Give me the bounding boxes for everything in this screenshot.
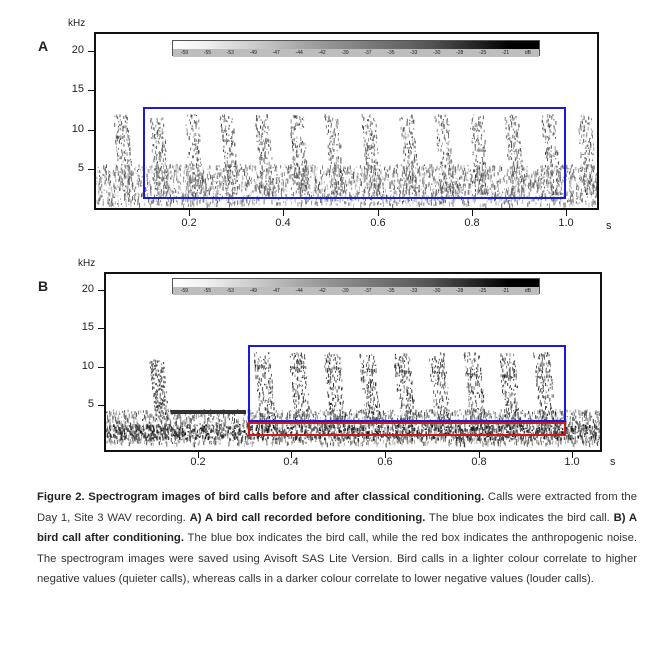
figure-caption: Figure 2. Spectrogram images of bird cal…: [37, 487, 637, 590]
x-tick: 0.4: [283, 456, 299, 468]
colorbar-label: -33: [410, 50, 418, 56]
caption-text: Calls were extracted from the Day 1, Sit…: [37, 491, 637, 524]
colorbar-label: -47: [272, 50, 280, 56]
colorbar-label: -44: [295, 288, 303, 294]
panel-label: A: [38, 38, 49, 54]
colorbar-label: -25: [479, 50, 487, 56]
colorbar-label: -55: [203, 288, 212, 294]
colorbar-label: dB: [524, 288, 532, 294]
y-tick: 15: [71, 83, 84, 95]
colorbar-label: -35: [387, 50, 395, 56]
colorbar-label: -59: [180, 288, 189, 294]
colorbar-label: dB: [524, 50, 532, 56]
colorbar-label: -21: [501, 50, 510, 56]
y-tick: 5: [77, 162, 84, 174]
spectrogram-image: [106, 345, 600, 448]
caption-part-a: A) A bird call recorded before condition…: [189, 511, 426, 524]
colorbar-label: -44: [295, 50, 303, 56]
colorbar-label: -53: [226, 50, 234, 56]
colorbar-label: -33: [410, 288, 418, 294]
colorbar-label: -21: [501, 288, 510, 294]
colorbar-label: -49: [249, 50, 257, 56]
x-unit: s: [606, 220, 612, 232]
colorbar-label: -37: [364, 50, 372, 56]
caption-text: The blue box indicates the bird call, wh…: [37, 532, 637, 585]
panel-b: B kHz 20 15 10 5 -59 -55 -53 -49 -47 -44 -42 -3…: [0, 250, 668, 480]
caption-part-b: B) A bird call after conditioning.: [37, 511, 637, 545]
colorbar-label: -59: [180, 50, 189, 56]
x-tick: 0.2: [190, 456, 206, 468]
x-tick: 1.0: [558, 217, 574, 229]
colorbar-label: -30: [433, 288, 441, 294]
colorbar-label: -28: [456, 288, 464, 294]
y-tick: 20: [81, 283, 94, 295]
colorbar-label: -37: [364, 288, 372, 294]
panel-label: B: [38, 278, 49, 294]
bird-call-box: [143, 107, 566, 199]
x-tick: 0.8: [471, 456, 487, 468]
spectrogram-image: [96, 107, 597, 208]
colorbar-label: -35: [387, 288, 395, 294]
colorbar-label: -28: [456, 50, 464, 56]
colorbar-label: -49: [249, 288, 257, 294]
y-tick: 10: [81, 360, 94, 372]
y-tick: 5: [87, 398, 94, 410]
y-unit: kHz: [78, 258, 96, 269]
colorbar: -59 -55 -53 -49 -47 -44 -42 -39 -37 -35 -33 -30 -28 -…: [172, 278, 540, 295]
spectrogram-frame: -59 -55 -53 -49 -47 -44 -42 -39 -37 -35 -33 -30 -28 -…: [104, 272, 602, 452]
colorbar-label: -39: [341, 288, 349, 294]
spectrogram-frame: -59 -55 -53 -49 -47 -44 -42 -39 -37 -35 -33 -30 -28 -…: [94, 32, 599, 210]
colorbar-label: -30: [433, 50, 441, 56]
colorbar: -59 -55 -53 -49 -47 -44 -42 -39 -37 -35 -33 -30 -28 -…: [172, 40, 540, 57]
colorbar-label: -42: [318, 288, 326, 294]
x-tick: 0.6: [377, 456, 393, 468]
y-tick: 15: [81, 321, 94, 333]
x-tick: 0.2: [181, 217, 197, 229]
colorbar-label: -53: [226, 288, 234, 294]
colorbar-label: -55: [203, 50, 212, 56]
colorbar-label: -39: [341, 50, 349, 56]
x-tick: 1.0: [564, 456, 580, 468]
caption-title: Figure 2. Spectrogram images of bird cal…: [37, 491, 485, 503]
x-tick: 0.8: [464, 217, 480, 229]
anthropogenic-noise-box: [248, 422, 566, 436]
colorbar-label: -47: [272, 288, 280, 294]
y-unit: kHz: [68, 18, 86, 29]
caption-text: The blue box indicates the bird call.: [425, 511, 614, 524]
bird-call-box: [248, 345, 566, 422]
y-tick: 10: [71, 123, 84, 135]
x-unit: s: [610, 456, 616, 468]
panel-a: A kHz 20 15 10 5 -59 -55 -53 -49 -47 -44 -42 -3…: [0, 0, 668, 240]
colorbar-label: -25: [479, 288, 487, 294]
y-tick: 20: [71, 44, 84, 56]
colorbar-label: -42: [318, 50, 326, 56]
x-tick: 0.4: [275, 217, 291, 229]
x-tick: 0.6: [370, 217, 386, 229]
